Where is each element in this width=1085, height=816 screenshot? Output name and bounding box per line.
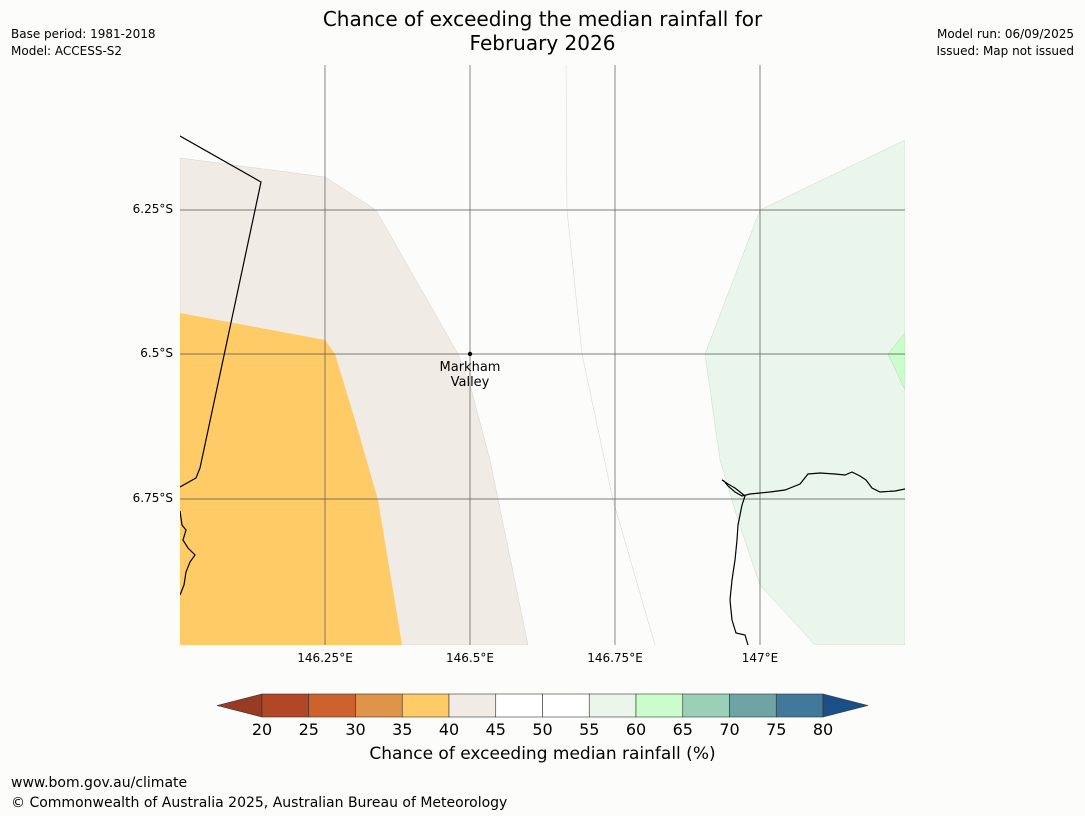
- footer-copyright: © Commonwealth of Australia 2025, Austra…: [11, 795, 508, 811]
- colorbar-segment-60-65: [635, 693, 684, 718]
- colorbar-tick-70: 70: [719, 720, 740, 739]
- title-line-2: February 2026: [469, 31, 616, 55]
- colorbar-segment-55-60: [588, 693, 637, 718]
- colorbar-tick-40: 40: [438, 720, 460, 739]
- colorbar-label: Chance of exceeding median rainfall (%): [369, 744, 716, 764]
- colorbar-tick-55: 55: [579, 720, 600, 739]
- colorbar-segment-75-80: [775, 693, 824, 718]
- colorbar-tick-35: 35: [392, 720, 413, 739]
- lat-label-6-5: 6.5°S: [140, 346, 173, 360]
- colorbar-segment-25-30: [308, 693, 356, 718]
- colorbar-segment-45-50: [495, 693, 543, 718]
- colorbar-under-arrow: [216, 693, 263, 718]
- issued-status: Issued: Map not issued: [936, 44, 1074, 58]
- place-label-line-2: Valley: [450, 375, 490, 390]
- title-line-1: Chance of exceeding the median rainfall …: [322, 7, 763, 31]
- place-label-markham-valley: Markham Valley: [420, 360, 520, 390]
- lon-label-146-25: 146.25°E: [297, 651, 353, 665]
- colorbar-tick-75: 75: [766, 720, 787, 739]
- colorbar-segment-35-40: [401, 693, 450, 718]
- meta-left: Base period: 1981-2018 Model: ACCESS-S2: [11, 26, 156, 60]
- place-label-line-1: Markham: [439, 360, 501, 375]
- lon-label-146-75: 146.75°E: [587, 651, 643, 665]
- graticule: [180, 65, 905, 645]
- colorbar-segment-70-75: [729, 693, 777, 718]
- meta-right: Model run: 06/09/2025 Issued: Map not is…: [936, 26, 1074, 60]
- model-run: Model run: 06/09/2025: [936, 27, 1074, 41]
- place-marker: [467, 351, 473, 357]
- colorbar-tick-60: 60: [625, 720, 647, 739]
- colorbar-tick-80: 80: [812, 720, 834, 739]
- colorbar-segment-50-55: [542, 693, 590, 718]
- footer-url[interactable]: www.bom.gov.au/climate: [11, 775, 188, 791]
- colorbar-segment-20-25: [261, 693, 310, 718]
- region-35-40: [180, 313, 402, 645]
- coastline-southwest: [180, 510, 196, 596]
- map-title: Chance of exceeding the median rainfall …: [0, 7, 1085, 55]
- colorbar-segment-40-45: [448, 693, 497, 718]
- colorbar-over-arrow: [822, 693, 869, 718]
- lat-label-6-25: 6.25°S: [132, 202, 173, 216]
- colorbar-tick-25: 25: [298, 720, 319, 739]
- colorbar-segment-30-35: [355, 693, 403, 718]
- colorbar-tick-20: 20: [251, 720, 273, 739]
- region-60-65: [887, 332, 905, 391]
- region-55-60: [704, 139, 905, 645]
- colorbar-tick-30: 30: [345, 720, 366, 739]
- lon-label-146-5: 146.5°E: [446, 651, 494, 665]
- model-name: Model: ACCESS-S2: [11, 44, 123, 58]
- lon-label-147: 147°E: [741, 651, 779, 665]
- province-border: [180, 135, 262, 488]
- base-period: Base period: 1981-2018: [11, 27, 156, 41]
- colorbar-tick-50: 50: [532, 720, 553, 739]
- colorbar-tick-45: 45: [485, 720, 506, 739]
- colorbar-segment-65-70: [682, 693, 730, 718]
- coastline-east: [721, 471, 905, 645]
- colorbar-tick-65: 65: [672, 720, 693, 739]
- lat-label-6-75: 6.75°S: [132, 491, 173, 505]
